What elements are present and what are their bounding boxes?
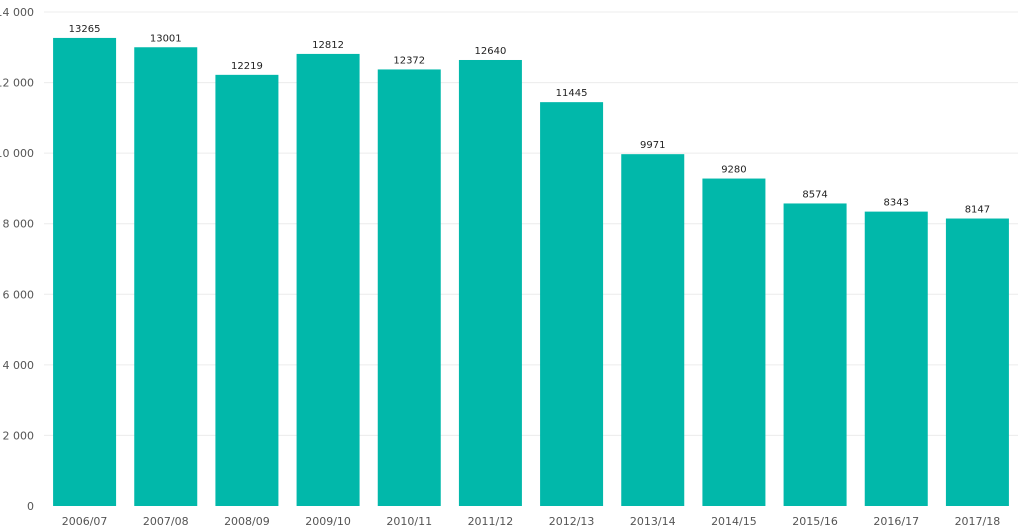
x-tick-label: 2013/14 [630,515,676,528]
bar-value-label: 13001 [150,33,182,44]
x-tick-label: 2010/11 [386,515,432,528]
bar[interactable] [540,102,604,506]
bar-value-label: 12372 [393,55,425,66]
x-tick-label: 2012/13 [549,515,595,528]
bar-data-labels: 13265 13001 12219 12812 12372 12640 11445 9971 9… [69,24,990,216]
y-tick-label: 10 000 [0,147,34,160]
x-tick-label: 2017/18 [955,515,1001,528]
bar-value-label: 12812 [312,40,344,51]
bar-value-label: 9280 [721,165,746,176]
x-tick-label: 2011/12 [468,515,514,528]
bar-value-label: 8574 [802,189,827,200]
y-axis-tick-labels: 0 2 000 4 000 6 000 8 000 10 000 12 000 14 000 [0,6,34,513]
bar-value-label: 13265 [69,24,101,35]
y-tick-label: 8 000 [3,218,35,231]
bar[interactable] [702,178,766,506]
y-tick-label: 6 000 [3,288,35,301]
bar[interactable] [377,69,441,507]
bar[interactable] [215,74,279,506]
y-tick-label: 12 000 [0,77,34,90]
y-tick-label: 0 [27,500,34,513]
bars [53,37,1009,507]
y-tick-label: 2 000 [3,429,35,442]
bar-value-label: 8147 [965,205,990,216]
bar-value-label: 9971 [640,140,665,151]
y-tick-label: 4 000 [3,359,35,372]
bar[interactable] [296,53,360,506]
y-gridlines [44,11,1018,436]
bar-value-label: 12219 [231,61,263,72]
bar-value-label: 12640 [475,46,507,57]
bar[interactable] [458,59,522,506]
x-axis-tick-labels: 2006/07 2007/08 2008/09 2009/10 2010/11 2011/… [62,515,1001,528]
x-tick-label: 2006/07 [62,515,108,528]
y-tick-label: 14 000 [0,6,34,19]
x-tick-label: 2008/09 [224,515,270,528]
x-tick-label: 2009/10 [305,515,351,528]
bar[interactable] [134,47,198,506]
bar[interactable] [945,218,1009,506]
x-tick-label: 2007/08 [143,515,189,528]
x-tick-label: 2014/15 [711,515,757,528]
x-tick-label: 2016/17 [873,515,919,528]
bar[interactable] [53,37,117,507]
bar[interactable] [783,203,847,507]
bar-value-label: 8343 [884,198,909,209]
bar[interactable] [621,154,685,506]
bar-value-label: 11445 [556,88,588,99]
bar[interactable] [864,211,928,507]
x-tick-label: 2015/16 [792,515,838,528]
